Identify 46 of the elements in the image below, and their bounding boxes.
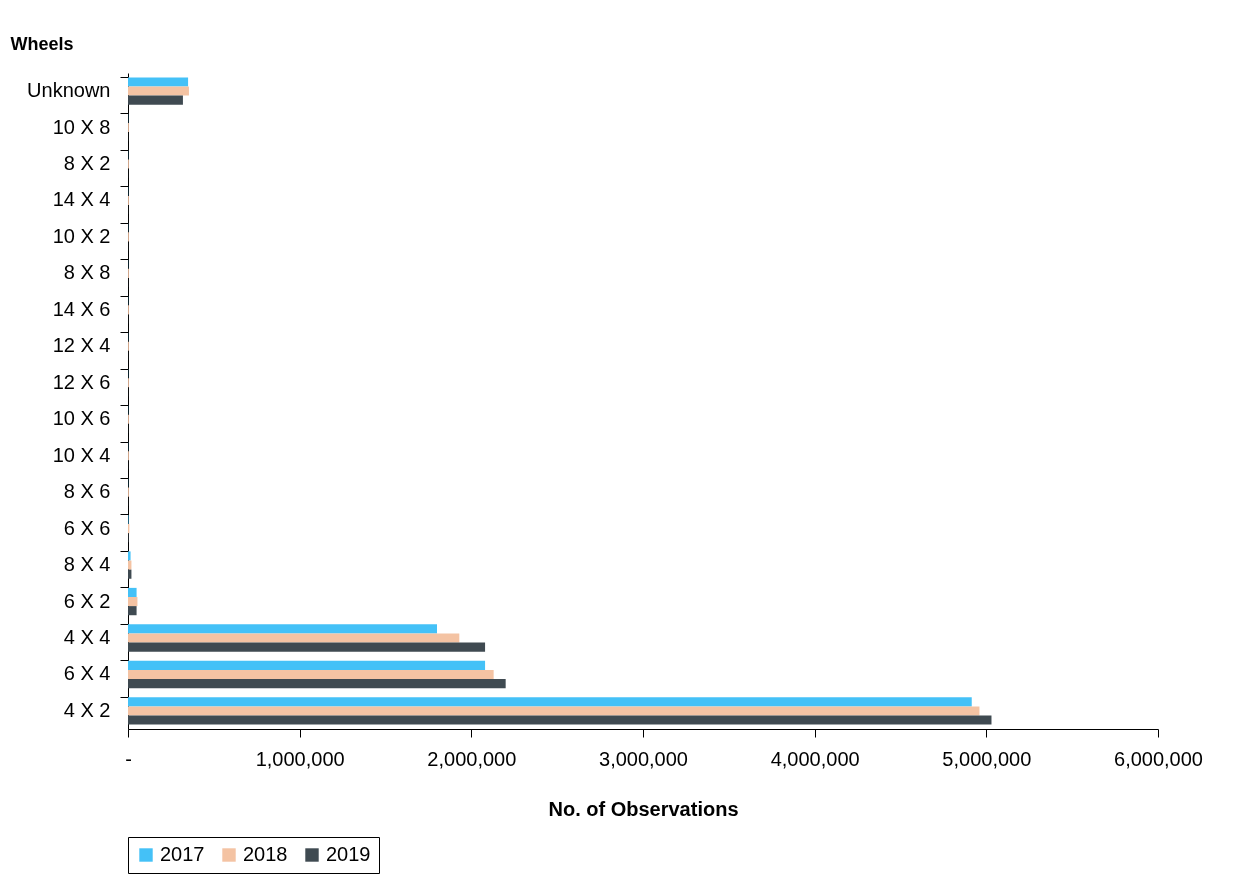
y-tick-label: Unknown xyxy=(27,79,111,102)
y-tick-label: 14 X 6 xyxy=(52,297,111,320)
y-tick-label: 8 X 8 xyxy=(63,261,111,284)
bar xyxy=(128,633,460,643)
y-tick-label: 6 X 4 xyxy=(63,662,111,685)
x-tick-label: 5,000,000 xyxy=(942,747,1032,770)
bar xyxy=(128,587,137,597)
y-tick-label: 6 X 6 xyxy=(63,516,111,539)
legend-label: 2019 xyxy=(326,843,371,865)
legend-label: 2017 xyxy=(160,843,205,865)
y-tick-label: 10 X 4 xyxy=(52,443,111,466)
x-tick-label: 6,000,000 xyxy=(1114,747,1203,770)
bar xyxy=(128,715,992,725)
y-tick-label: 4 X 2 xyxy=(63,698,111,721)
bar xyxy=(128,706,980,716)
x-tick-label: 2,000,000 xyxy=(427,747,517,770)
y-tick-label: 8 X 2 xyxy=(63,151,111,174)
bar xyxy=(128,624,437,634)
x-tick-label: 3,000,000 xyxy=(599,747,688,770)
y-tick-label: 10 X 8 xyxy=(52,115,111,138)
y-axis-title: Wheels xyxy=(10,33,74,54)
y-tick-label: 8 X 4 xyxy=(63,553,111,576)
x-tick-label: 4,000,000 xyxy=(770,747,860,770)
bar xyxy=(128,77,189,87)
bar xyxy=(128,660,486,670)
bar xyxy=(128,86,189,96)
x-tick-label: - xyxy=(125,747,132,770)
bar xyxy=(128,697,972,707)
bar xyxy=(128,597,138,607)
bar xyxy=(128,669,494,680)
y-tick-label: 10 X 2 xyxy=(52,224,111,247)
y-tick-label: 14 X 4 xyxy=(52,188,111,211)
y-tick-label: 10 X 6 xyxy=(52,407,111,430)
bar xyxy=(128,551,131,561)
bar xyxy=(128,606,137,616)
y-tick-label: 4 X 4 xyxy=(63,626,111,649)
bar xyxy=(128,642,486,652)
legend-label: 2018 xyxy=(243,843,288,865)
y-tick-label: 8 X 6 xyxy=(63,480,111,503)
y-tick-label: 12 X 6 xyxy=(52,370,111,393)
y-tick-label: 6 X 2 xyxy=(63,589,111,612)
bar xyxy=(128,679,506,689)
bar xyxy=(128,95,183,105)
y-tick-label: 12 X 4 xyxy=(52,334,111,357)
x-axis-title: No. of Observations xyxy=(548,797,739,820)
x-tick-label: 1,000,000 xyxy=(255,747,345,770)
